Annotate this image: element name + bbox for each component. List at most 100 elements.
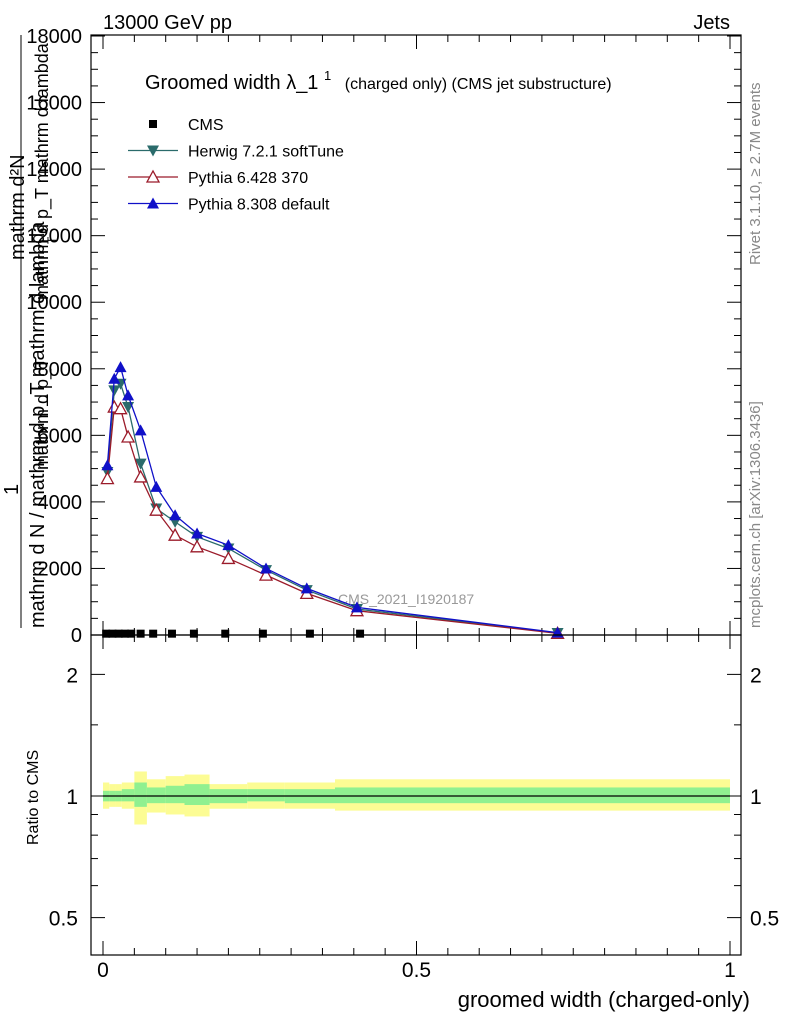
y-label-denominator: mathrm d N / mathrm d p_T mathrm d lambd… <box>27 221 49 628</box>
ratio-frame <box>90 634 742 956</box>
rivet-label: Rivet 3.1.10, ≥ 2.7M events <box>747 83 764 266</box>
ratio-inner-band <box>184 784 210 805</box>
main-y-label: mathrm d²N mathrm d p_T mathrm d lambda … <box>1 35 59 628</box>
legend-label: CMS <box>188 117 224 134</box>
series-0 <box>102 629 365 638</box>
chart-title-sup: 1 <box>324 68 331 83</box>
chart-title: Groomed width λ_1 1 (charged only) (CMS … <box>145 63 612 94</box>
ratio-y-label: Ratio to CMS <box>25 750 42 845</box>
data-point <box>136 629 145 638</box>
ratio-inner-band <box>134 782 147 807</box>
y-label-one: 1 <box>1 484 23 495</box>
legend-label: Pythia 6.428 370 <box>188 170 308 187</box>
legend-label: Pythia 8.308 default <box>188 197 330 214</box>
chart-title-main: Groomed width <box>145 72 281 94</box>
data-point <box>150 480 163 492</box>
main-panel: 0 2000 4000 6000 8000 10000 12000 14000 16000 180… <box>1 26 742 647</box>
x-tick-label: 0.5 <box>402 959 431 982</box>
ratio-y-tick-label: 1 <box>66 786 78 809</box>
data-point <box>258 567 274 581</box>
data-point <box>221 551 236 565</box>
mcplots-label: mcplots.cern.ch [arXiv:1306.3436] <box>747 401 764 628</box>
legend: CMS Herwig 7.2.1 softTune Pythia 6.428 370… <box>128 117 344 214</box>
data-point <box>100 471 115 485</box>
header-energy: 13000 GeV pp <box>103 12 232 34</box>
legend-entry: CMS <box>149 117 224 134</box>
legend-label: Herwig 7.2.1 softTune <box>188 144 344 161</box>
data-point <box>108 372 121 384</box>
x-tick-label: 0 <box>97 959 109 982</box>
x-axis-label: groomed width (charged-only) <box>458 987 750 1012</box>
ratio-y-tick-label-right: 1 <box>750 786 762 809</box>
legend-entry: Herwig 7.2.1 softTune <box>128 144 344 161</box>
series-line <box>106 365 558 634</box>
y-label-inner-bottom: mathrm d p_T <box>32 358 53 470</box>
main-y-tick-label: 6000 <box>38 425 83 447</box>
data-point <box>149 502 164 516</box>
data-point <box>108 629 117 638</box>
data-point <box>189 539 205 553</box>
legend-marker <box>147 197 159 209</box>
series-line <box>106 382 558 634</box>
header-category: Jets <box>693 12 730 34</box>
data-point <box>101 459 114 471</box>
main-y-tick-label: 8000 <box>38 359 83 381</box>
ratio-y-tick-label: 0.5 <box>49 908 78 931</box>
chart-title-suffix: (charged only) (CMS jet substructure) <box>345 76 612 93</box>
main-y-tick-label: 0 <box>71 625 82 647</box>
data-point <box>120 429 136 443</box>
ratio-inner-band <box>334 787 730 804</box>
main-y-tick-label: 12000 <box>26 226 82 248</box>
data-point <box>356 629 365 638</box>
data-point <box>169 509 182 521</box>
ratio-ticks: 0.5 0.5 1 1 2 2 0 0.5 1 <box>49 635 779 982</box>
main-y-ticks: 0 2000 4000 6000 8000 10000 12000 14000 16000 180… <box>26 26 741 647</box>
series-3 <box>101 361 564 638</box>
data-point <box>305 629 314 638</box>
data-point <box>189 629 198 638</box>
ratio-inner-band <box>165 785 185 804</box>
ratio-y-tick-label: 2 <box>66 664 78 687</box>
ratio-y-tick-label-right: 0.5 <box>750 908 779 931</box>
main-y-tick-label: 10000 <box>26 292 82 314</box>
data-point <box>260 562 273 574</box>
ratio-y-tick-label-right: 2 <box>750 664 762 687</box>
data-point <box>258 629 267 638</box>
data-point <box>114 629 123 638</box>
data-point <box>168 527 183 541</box>
legend-entry: Pythia 8.308 default <box>128 197 330 214</box>
legend-marker <box>145 169 161 183</box>
legend-marker <box>147 145 159 157</box>
data-point <box>114 361 127 373</box>
data-point <box>167 629 176 638</box>
legend-entry: Pythia 6.428 370 <box>128 169 308 187</box>
chart-title-symbol: λ_1 <box>286 72 318 94</box>
data-point <box>134 424 147 436</box>
data-point <box>122 389 135 401</box>
data-point <box>350 601 363 613</box>
legend-marker <box>149 120 157 128</box>
main-y-tick-label: 14000 <box>26 159 82 181</box>
ratio-inner-band <box>146 787 166 804</box>
data-point <box>113 401 128 415</box>
ratio-inner-band <box>247 789 285 802</box>
data-point <box>134 458 147 470</box>
main-y-tick-label: 4000 <box>38 492 83 514</box>
ratio-panel: 0.5 0.5 1 1 2 2 0 0.5 1 Ratio to CMS groomed wid… <box>25 634 779 1012</box>
data-point <box>222 539 235 551</box>
watermark: CMS_2021_I1920187 <box>338 591 474 607</box>
ratio-inner-band <box>121 789 135 802</box>
data-point <box>108 385 121 397</box>
data-point <box>300 582 313 594</box>
main-y-tick-label: 16000 <box>26 93 82 115</box>
data-point <box>102 629 111 638</box>
data-point <box>221 629 230 638</box>
data-point <box>133 469 148 483</box>
main-series <box>100 361 565 640</box>
y-label-numerator: mathrm d²N <box>7 154 29 260</box>
data-point <box>149 629 158 638</box>
main-y-tick-label: 2000 <box>38 558 83 580</box>
data-point <box>120 629 129 638</box>
data-point <box>127 629 136 638</box>
main-y-tick-label: 18000 <box>26 26 82 48</box>
